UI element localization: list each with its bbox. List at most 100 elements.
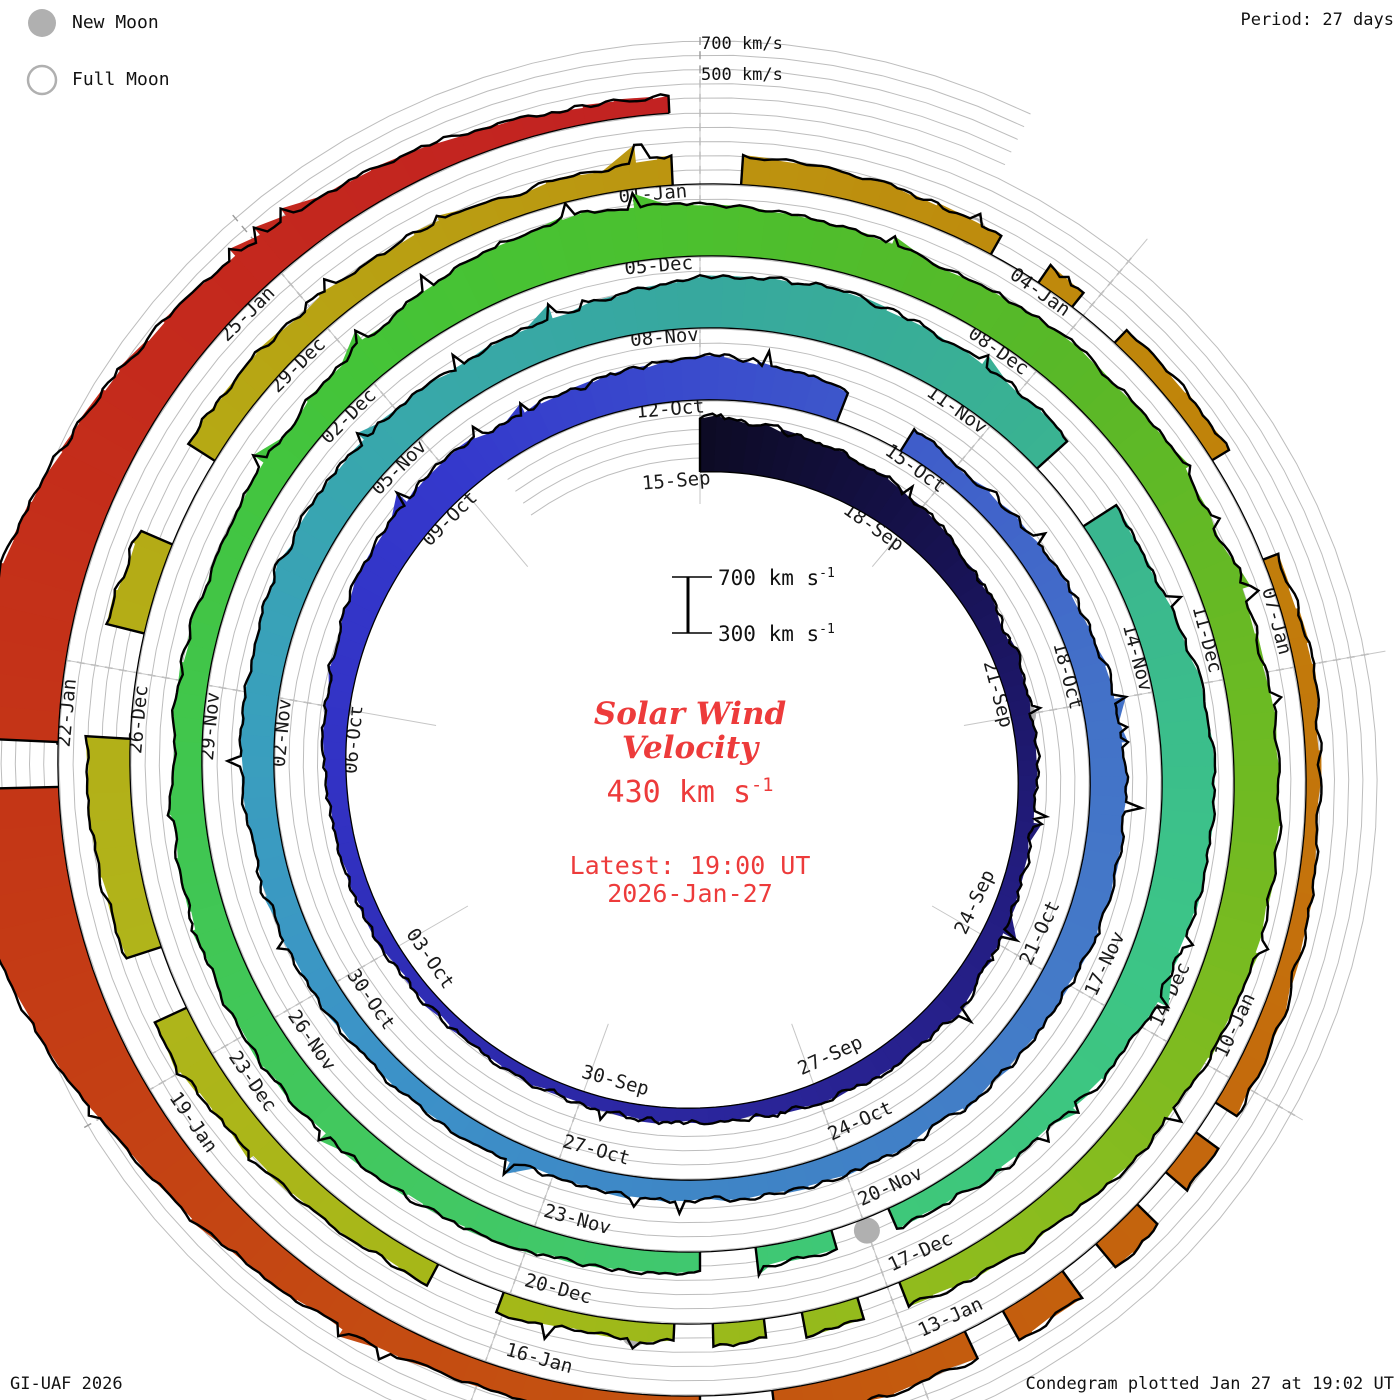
velocity-band-slice xyxy=(909,518,947,558)
spiral-baseline xyxy=(57,112,1307,1397)
velocity-band-slice xyxy=(712,1321,740,1347)
velocity-band-slice xyxy=(920,340,970,393)
velocity-band-slice xyxy=(930,543,965,579)
velocity-band-slice xyxy=(966,288,1016,339)
velocity-band-slice xyxy=(1114,420,1172,473)
velocity-band-slice xyxy=(849,469,890,514)
velocity-band-slice xyxy=(573,170,612,200)
velocity-trace-edge xyxy=(0,785,702,1400)
velocity-band-slice xyxy=(185,272,248,332)
velocity-band-slice xyxy=(1126,936,1181,980)
velocity-band-slice xyxy=(1170,1008,1226,1059)
velocity-trace-edge xyxy=(739,153,1003,255)
velocity-trace-edge xyxy=(320,347,1051,1126)
velocity-band-slice xyxy=(1004,1204,1049,1253)
velocity-band-slice xyxy=(1115,1095,1165,1149)
velocity-band-slice xyxy=(1027,559,1065,592)
velocity-band-slice xyxy=(241,750,275,778)
velocity-band-slice xyxy=(308,485,356,530)
velocity-band-slice xyxy=(661,358,688,403)
velocity-band-slice xyxy=(1018,775,1039,796)
velocity-band-slice xyxy=(105,1096,174,1156)
latest-time-label: Latest: 19:00 UT xyxy=(569,851,811,880)
velocity-band-slice xyxy=(987,302,1039,353)
velocity-band-slice xyxy=(1031,970,1071,1007)
velocity-band-slice xyxy=(1141,894,1196,937)
velocity-band-slice xyxy=(863,308,908,365)
velocity-band-slice xyxy=(823,289,866,350)
velocity-band-slice xyxy=(944,972,976,1005)
velocity-band-slice xyxy=(27,472,113,537)
velocity-band-slice xyxy=(1006,406,1057,458)
velocity-band-slice xyxy=(874,485,913,530)
velocity-band-slice xyxy=(783,434,816,486)
velocity-band-slice xyxy=(259,601,300,640)
velocity-band-slice xyxy=(723,1175,750,1200)
velocity-band-slice xyxy=(353,562,395,600)
velocity-band-slice xyxy=(59,416,139,482)
velocity-band-slice xyxy=(1060,1052,1106,1095)
velocity-band-slice xyxy=(935,984,969,1019)
period-label: Period: 27 days xyxy=(1240,10,1394,30)
velocity-band-slice xyxy=(862,476,901,522)
velocity-band-slice xyxy=(823,450,860,501)
velocity-trace-edge xyxy=(887,503,1217,1230)
velocity-trace-edge xyxy=(153,1006,440,1288)
velocity-band-slice xyxy=(719,1104,741,1122)
velocity-band-slice xyxy=(1181,985,1237,1034)
velocity-band-slice xyxy=(189,1190,250,1245)
velocity-band-slice xyxy=(1299,692,1318,730)
plotted-timestamp-label: Condegram plotted Jan 27 at 19:02 UT xyxy=(1025,1374,1394,1394)
velocity-band-slice xyxy=(372,531,413,571)
full-moon-legend-label: Full Moon xyxy=(72,69,170,90)
velocity-band-slice xyxy=(960,1059,996,1097)
credit-label: GI-UAF 2026 xyxy=(10,1374,123,1394)
velocity-band-slice xyxy=(677,276,706,330)
velocity-band-slice xyxy=(1022,422,1068,469)
velocity-band-slice xyxy=(470,431,510,472)
velocity-trace-edge xyxy=(800,1297,866,1340)
velocity-band-slice xyxy=(686,205,720,257)
velocity-band-slice xyxy=(654,280,685,331)
velocity-band-slice xyxy=(1161,766,1215,796)
velocity-band-slice xyxy=(11,501,101,566)
velocity-band-slice xyxy=(1303,807,1319,845)
velocity-band-slice xyxy=(782,284,822,339)
velocity-band-slice xyxy=(1192,961,1248,1010)
new-moon-legend-label: New Moon xyxy=(72,12,159,33)
velocity-band-slice xyxy=(613,96,655,119)
latest-date-label: 2026-Jan-27 xyxy=(607,879,773,908)
velocity-band-slice xyxy=(978,229,1002,255)
velocity-band-slice xyxy=(488,421,525,462)
velocity-band-slice xyxy=(356,325,406,376)
velocity-trace-edge xyxy=(166,190,1284,1309)
velocity-band-slice xyxy=(1097,996,1150,1041)
velocity-band-slice xyxy=(162,292,227,355)
velocity-band-slice xyxy=(258,1041,307,1085)
velocity-trace-edge xyxy=(771,1330,980,1400)
velocity-band-slice xyxy=(888,1206,904,1229)
velocity-trace-edge xyxy=(186,143,674,462)
velocity-band-slice xyxy=(307,1095,353,1138)
velocity-band-slice xyxy=(323,360,370,408)
velocity-band-slice xyxy=(810,446,847,495)
velocity-band-slice xyxy=(973,376,1023,430)
velocity-band-slice xyxy=(647,1250,678,1275)
velocity-band-slice xyxy=(87,757,131,794)
velocity-band-slice xyxy=(1061,285,1084,307)
velocity-band-slice xyxy=(938,349,987,405)
velocity-band-slice xyxy=(956,355,1006,417)
gridline-700kms xyxy=(0,54,1364,1400)
velocity-trace-edge xyxy=(224,273,1146,1217)
velocity-band-slice xyxy=(504,403,540,453)
velocity-band-slice xyxy=(1021,986,1060,1023)
grid-tick xyxy=(83,1122,92,1129)
velocity-band-slice xyxy=(88,811,137,850)
velocity-band-slice xyxy=(173,735,203,767)
velocity-band-slice xyxy=(288,1078,337,1122)
spoke-line xyxy=(96,905,469,1121)
velocity-band-slice xyxy=(1105,545,1153,587)
velocity-band-slice xyxy=(242,791,278,820)
velocity-band-slice xyxy=(330,804,352,828)
